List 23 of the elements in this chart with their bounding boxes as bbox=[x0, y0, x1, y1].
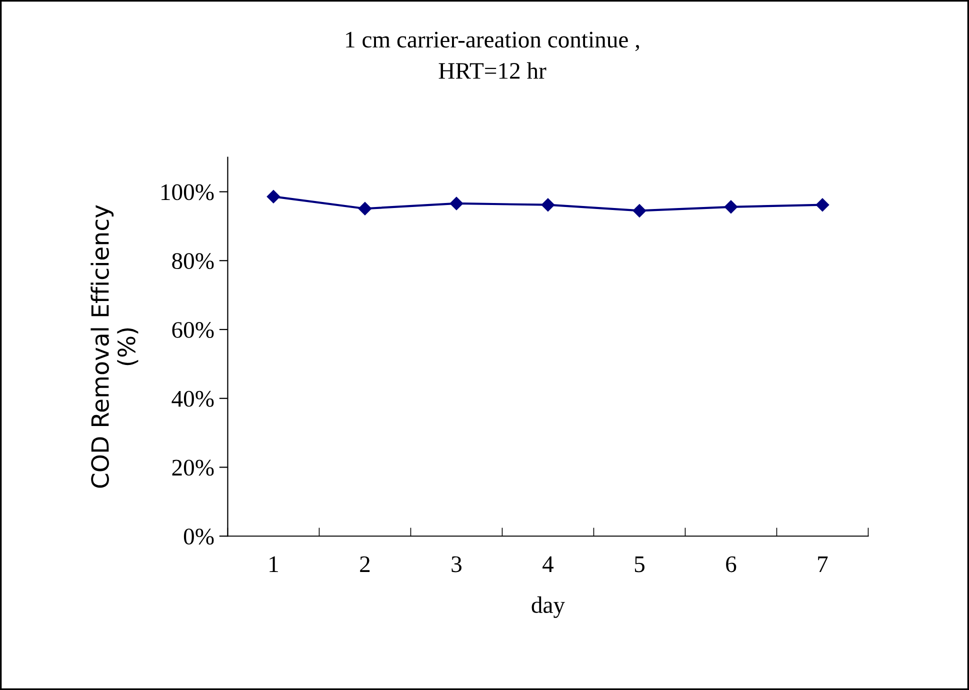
y-tick-label: 40% bbox=[172, 390, 214, 407]
x-tick-label: 7 bbox=[818, 556, 828, 572]
point bbox=[632, 204, 646, 218]
y-tick-label: 60% bbox=[172, 322, 214, 338]
point bbox=[541, 198, 555, 212]
point bbox=[450, 196, 464, 210]
x-tick-label: 1 bbox=[270, 556, 278, 572]
y-axis-title: COD Removal Efficiency (%) bbox=[90, 205, 138, 488]
y-tick-label: 20% bbox=[172, 460, 214, 476]
chart-title: 1 cm carrier-areation continue , HRT=12 hr bbox=[346, 32, 639, 79]
x-tick-label: 2 bbox=[360, 556, 370, 572]
point bbox=[358, 202, 372, 216]
point bbox=[724, 200, 738, 214]
y-tick-label: 100% bbox=[162, 184, 214, 200]
x-tick-label: 4 bbox=[542, 556, 554, 572]
y-tick-label: 80% bbox=[172, 253, 214, 270]
x-axis-title: day bbox=[532, 596, 565, 618]
x-tick-label: 5 bbox=[634, 556, 644, 572]
point bbox=[816, 198, 830, 212]
point bbox=[266, 190, 280, 204]
x-tick-label: 3 bbox=[452, 556, 462, 572]
y-tick-label: 0% bbox=[184, 528, 214, 545]
x-tick-label: 6 bbox=[726, 556, 736, 572]
